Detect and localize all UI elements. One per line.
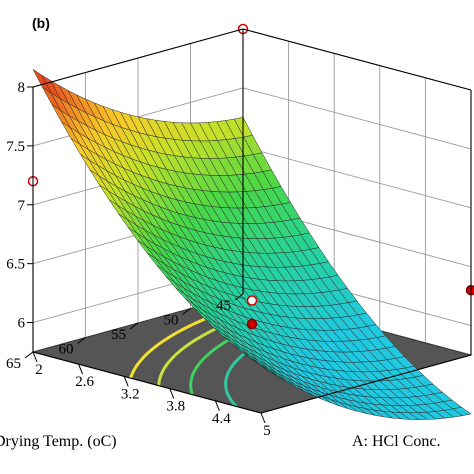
x-tick-mark (260, 412, 266, 424)
x-axis-label: A: HCl Conc. (352, 433, 440, 450)
z-tick-label: 6 (18, 316, 26, 332)
z-tick-label: 6.5 (6, 257, 25, 273)
x-tick-mark (123, 376, 129, 387)
y-tick-mark (234, 293, 244, 301)
y-tick-label: 50 (164, 313, 179, 329)
z-tick-label: 7 (18, 198, 26, 214)
x-tick-label: 5 (263, 423, 271, 439)
z-tick-label: 7.5 (6, 139, 25, 155)
x-tick-label: 3.8 (166, 399, 185, 415)
z-tick-label: 8 (18, 80, 26, 96)
x-tick-mark (214, 400, 220, 411)
x-tick-label: 3.2 (121, 386, 140, 402)
design-point (246, 295, 258, 306)
y-tick-mark (182, 308, 191, 315)
design-point (465, 284, 474, 296)
frame-edge (32, 351, 262, 414)
y-tick-label: 60 (59, 342, 74, 358)
x-tick-mark (78, 364, 84, 375)
frame-edge (32, 28, 244, 88)
y-tick-mark (24, 351, 34, 359)
y-tick-label: 45 (216, 298, 231, 314)
wall-gridline (242, 146, 472, 209)
frame-edge (242, 28, 472, 91)
tick-labels: 2 2.6 3.2 3.8 4.4 5 45 50 55 60 65 6 6.5 7 7.5 8 (6, 80, 271, 439)
frame-edge (260, 354, 472, 414)
box-frame (32, 28, 472, 414)
y-tick-mark (129, 322, 139, 330)
wall-gridline (242, 87, 472, 150)
y-tick-label: 65 (6, 356, 21, 372)
x-tick-mark (32, 351, 38, 363)
x-tick-label: 2 (35, 362, 43, 378)
x-tick-mark (169, 388, 175, 399)
x-tick-label: 4.4 (212, 411, 231, 427)
y-axis-label: Drying Temp. (oC) (0, 433, 117, 450)
design-point (246, 318, 258, 330)
y-tick-mark (77, 337, 86, 344)
x-tick-label: 2.6 (75, 374, 94, 390)
panel-label: (b) (32, 15, 50, 31)
response-surface (32, 69, 472, 420)
y-tick-label: 55 (111, 327, 126, 343)
surface-cell (251, 358, 270, 372)
